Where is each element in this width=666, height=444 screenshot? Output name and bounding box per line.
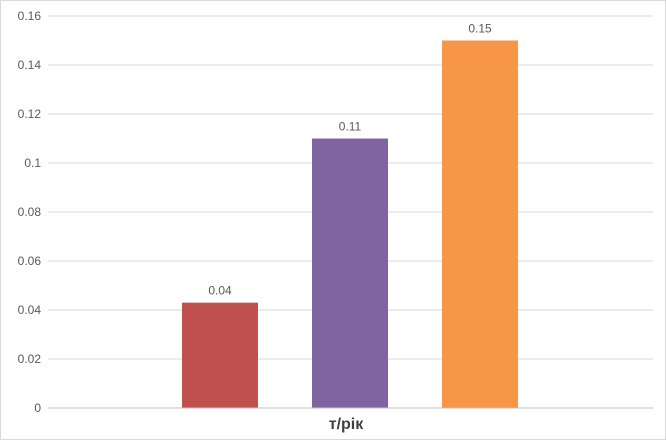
data-label-1: 0.04 xyxy=(208,284,232,298)
y-axis-tick-labels: 0 0.02 0.04 0.06 0.08 0.1 0.12 0.14 0.16 xyxy=(18,9,42,415)
y-tick-label: 0.12 xyxy=(18,107,42,121)
y-tick-label: 0.1 xyxy=(24,156,41,170)
bars xyxy=(182,40,518,408)
y-tick-label: 0.16 xyxy=(18,9,42,23)
y-tick-label: 0.08 xyxy=(18,205,42,219)
x-axis-title: т/рік xyxy=(329,416,365,433)
y-tick-label: 0.06 xyxy=(18,254,42,268)
bar-3 xyxy=(442,40,518,408)
data-label-2: 0.11 xyxy=(339,120,362,134)
bar-2 xyxy=(312,138,388,408)
data-labels: 0.04 0.11 0.15 xyxy=(208,22,492,298)
y-tick-label: 0 xyxy=(34,401,41,415)
bar-1 xyxy=(182,302,258,408)
data-label-3: 0.15 xyxy=(468,22,492,36)
y-tick-label: 0.02 xyxy=(18,352,42,366)
y-tick-label: 0.14 xyxy=(18,58,42,72)
y-tick-label: 0.04 xyxy=(18,303,42,317)
